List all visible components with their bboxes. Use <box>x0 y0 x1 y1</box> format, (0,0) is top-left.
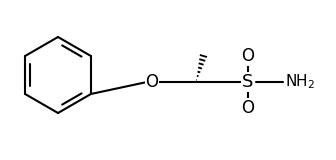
Text: O: O <box>145 73 159 91</box>
Text: O: O <box>242 47 254 65</box>
Text: O: O <box>242 99 254 117</box>
Text: S: S <box>242 73 254 91</box>
Text: NH$_2$: NH$_2$ <box>285 73 315 91</box>
